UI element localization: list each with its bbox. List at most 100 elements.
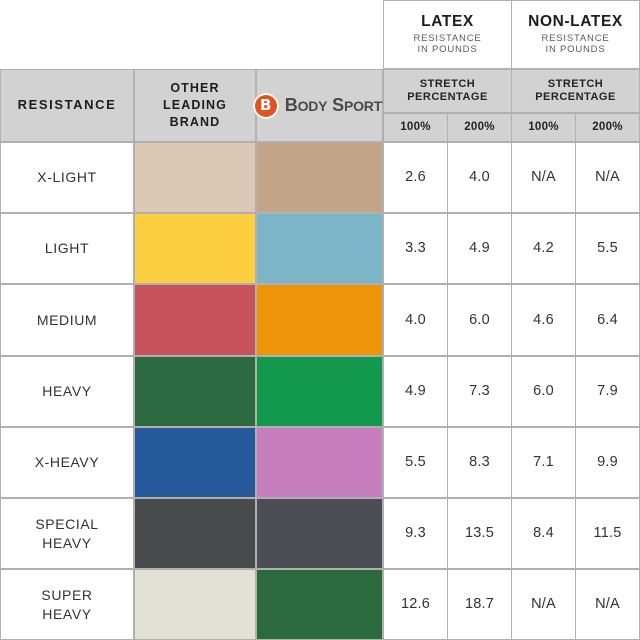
value-text: 9.3 — [405, 525, 426, 542]
stretch-percentage-non-latex: STRETCH PERCENTAGE — [511, 69, 640, 113]
column-header-resistance: RESISTANCE — [0, 69, 134, 142]
value-text: 6.4 — [597, 311, 618, 328]
body-sport-logo-letter: B — [260, 95, 272, 114]
value-text: 6.0 — [469, 311, 490, 328]
stretch-latex-line2: PERCENTAGE — [407, 91, 488, 103]
row-label-line1: SUPER — [41, 586, 93, 603]
value-text: 4.9 — [405, 382, 426, 399]
non-latex-200-label: 200% — [592, 120, 623, 133]
value-text: 9.9 — [597, 454, 618, 471]
row-label-line2: HEAVY — [42, 534, 92, 551]
value-text: N/A — [531, 596, 556, 613]
body-sport-logo-icon: B — [252, 92, 279, 119]
logo-word2-cap: S — [332, 95, 344, 116]
value-latex-200-light: 4.9 — [447, 213, 512, 285]
group-sub-non-latex-line1: RESISTANCE — [541, 32, 610, 44]
row-label-text: X-HEAVY — [35, 453, 100, 472]
row-label-special-heavy: SPECIAL HEAVY — [0, 498, 134, 570]
column-header-non-latex-200: 200% — [575, 113, 640, 142]
swatch-other-brand-x-light — [134, 142, 256, 214]
stretch-latex-line1: STRETCH — [419, 78, 476, 91]
value-latex-200-heavy: 7.3 — [447, 355, 512, 427]
value-latex-200-x-light: 4.0 — [447, 142, 512, 214]
swatch-other-brand-medium — [134, 284, 256, 356]
column-header-resistance-label: RESISTANCE — [17, 97, 117, 113]
value-non-latex-200-light: 5.5 — [575, 213, 640, 285]
row-label-line1: MEDIUM — [36, 311, 98, 328]
group-header-non-latex: NON-LATEX RESISTANCE IN POUNDS — [511, 0, 640, 69]
value-latex-200-x-heavy: 8.3 — [447, 426, 512, 498]
value-latex-100-light: 3.3 — [383, 213, 448, 285]
group-header-latex: LATEX RESISTANCE IN POUNDS — [383, 0, 512, 69]
value-text: 4.0 — [405, 311, 426, 328]
value-text: 7.3 — [469, 382, 490, 399]
other-brand-line2: LEADING — [163, 98, 227, 113]
logo-word1-cap: B — [284, 95, 298, 116]
value-text: 7.9 — [597, 382, 618, 399]
logo-word1-rest: ODY — [297, 98, 328, 115]
value-text: 4.2 — [533, 240, 554, 257]
value-non-latex-100-x-heavy: 7.1 — [511, 426, 576, 498]
swatch-other-brand-super-heavy — [134, 569, 256, 640]
value-non-latex-200-heavy: 7.9 — [575, 355, 640, 427]
swatch-body-sport-x-light — [256, 142, 383, 214]
logo-word2-rest: PORT — [343, 98, 383, 115]
value-text: 3.3 — [405, 240, 426, 257]
swatch-other-brand-heavy — [134, 355, 256, 427]
value-latex-100-super-heavy: 12.6 — [383, 569, 448, 640]
group-title-latex: LATEX — [421, 13, 474, 31]
value-text: 4.9 — [469, 240, 490, 257]
value-text: N/A — [595, 169, 620, 186]
other-brand-line3: BRAND — [169, 114, 221, 129]
swatch-other-brand-x-heavy — [134, 426, 256, 498]
swatch-other-brand-special-heavy — [134, 498, 256, 570]
row-label-text: SUPER HEAVY — [41, 586, 92, 624]
value-text: 2.6 — [405, 169, 426, 186]
row-label-line1: SPECIAL — [35, 515, 99, 532]
value-text: 11.5 — [593, 525, 622, 542]
value-latex-200-special-heavy: 13.5 — [447, 498, 512, 570]
value-non-latex-100-heavy: 6.0 — [511, 355, 576, 427]
value-non-latex-100-x-light: N/A — [511, 142, 576, 214]
non-latex-100-label: 100% — [528, 120, 559, 133]
value-text: 7.1 — [533, 454, 554, 471]
value-latex-100-special-heavy: 9.3 — [383, 498, 448, 570]
value-latex-100-heavy: 4.9 — [383, 355, 448, 427]
group-sub-non-latex-line2: IN POUNDS — [545, 43, 606, 55]
group-title-non-latex: NON-LATEX — [528, 13, 623, 31]
value-latex-200-medium: 6.0 — [447, 284, 512, 356]
stretch-non-latex-line1: STRETCH — [547, 78, 604, 91]
column-header-latex-200: 200% — [447, 113, 512, 142]
value-text: 5.5 — [405, 454, 426, 471]
value-non-latex-200-x-light: N/A — [575, 142, 640, 214]
swatch-body-sport-light — [256, 213, 383, 285]
row-label-line1: LIGHT — [44, 240, 90, 257]
row-label-light: LIGHT — [0, 213, 134, 285]
value-non-latex-200-medium: 6.4 — [575, 284, 640, 356]
swatch-other-brand-light — [134, 213, 256, 285]
value-text: 8.3 — [469, 454, 490, 471]
row-label-line1: X-HEAVY — [34, 453, 100, 470]
row-label-text: HEAVY — [42, 382, 91, 401]
row-label-line1: HEAVY — [42, 382, 92, 399]
latex-100-label: 100% — [400, 120, 431, 133]
swatch-body-sport-special-heavy — [256, 498, 383, 570]
row-label-x-heavy: X-HEAVY — [0, 426, 134, 498]
row-label-x-light: X-LIGHT — [0, 142, 134, 214]
group-sub-latex-line1: RESISTANCE — [413, 32, 482, 44]
row-label-text: SPECIAL HEAVY — [35, 515, 98, 553]
column-header-non-latex-100: 100% — [511, 113, 576, 142]
column-header-body-sport: B BODY SPORT® — [252, 69, 386, 142]
value-text: 4.0 — [469, 169, 490, 186]
value-text: 13.5 — [464, 525, 495, 542]
row-label-line1: X-LIGHT — [37, 169, 97, 186]
latex-200-label: 200% — [464, 120, 495, 133]
other-brand-line1: OTHER — [170, 81, 220, 96]
stretch-percentage-latex: STRETCH PERCENTAGE — [383, 69, 512, 113]
value-text: 4.6 — [533, 311, 554, 328]
value-text: N/A — [595, 596, 620, 613]
value-text: 18.7 — [464, 596, 495, 613]
value-latex-100-medium: 4.0 — [383, 284, 448, 356]
row-label-text: MEDIUM — [37, 311, 97, 330]
